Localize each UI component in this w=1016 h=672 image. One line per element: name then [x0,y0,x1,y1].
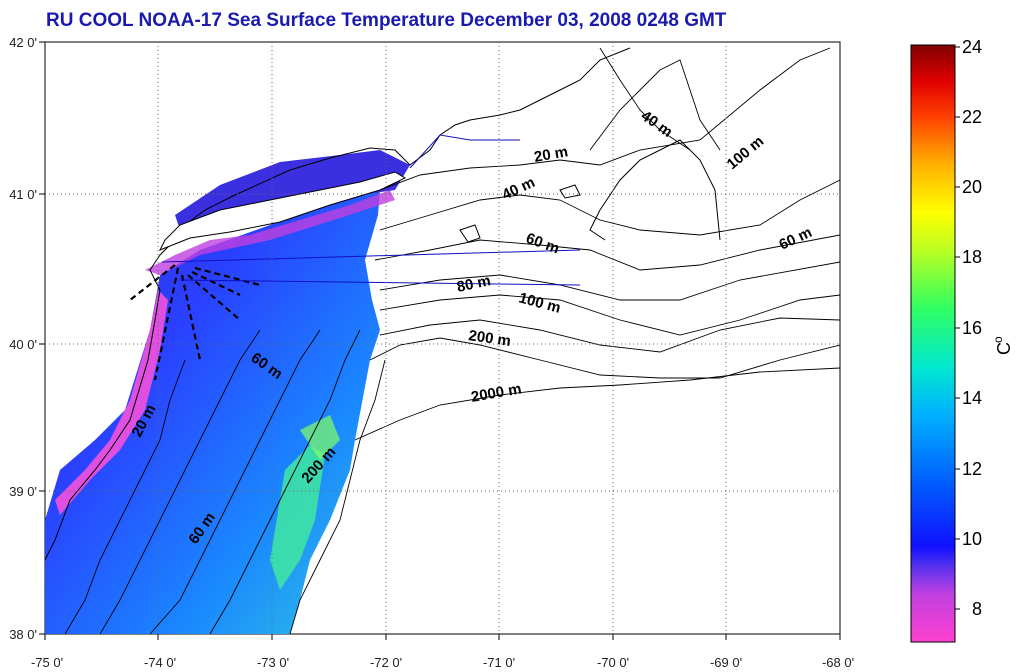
colorbar [910,44,956,643]
colorbar-ticks [955,46,960,610]
colorbar-tick-label: 20 [962,177,982,197]
lat-tick-label: 42 0' [9,35,37,50]
map-grid [45,42,840,634]
sst-warm-patch [270,445,325,590]
lon-tick-label: -75 0' [31,655,63,670]
sst-warm-patch [300,415,340,460]
long-island-outline [158,171,407,251]
colorbar-unit-text: C [994,342,1014,355]
map-tick-marks [39,41,841,640]
colorbar-tick-label: 12 [962,459,982,479]
colorbar-tick-label: 24 [962,37,982,57]
coastline [45,47,631,561]
lat-tick-label: 41 0' [9,187,37,202]
lon-tick-label: -73 0' [257,655,289,670]
map-title: RU COOL NOAA-17 Sea Surface Temperature … [46,10,727,31]
lat-tick-label: 40 0' [9,337,37,352]
colorbar-tick-label: 18 [962,247,982,267]
lon-tick-label: -74 0' [144,655,176,670]
contour-label: 20 m [533,143,570,166]
lat-tick-label: 38 0' [9,627,37,642]
colorbar-unit-label: C o [991,336,1014,355]
colorbar-tick-label: 14 [962,388,982,408]
lon-tick-label: -70 0' [597,655,629,670]
colorbar-tick-label: 10 [962,529,982,549]
lon-tick-label: -68 0' [822,655,854,670]
sst-nearshore-band [145,190,395,275]
colorbar-tick-label: 22 [962,107,982,127]
colorbar-tick-label: 16 [962,318,982,338]
islands-outline [459,184,581,243]
lat-tick-label: 39 0' [9,484,37,499]
lon-tick-label: -72 0' [370,655,402,670]
lon-tick-label: -69 0' [710,655,742,670]
shipping-lanes [129,264,261,381]
colorbar-unit-superscript: o [991,336,1005,343]
bathymetry-contours [64,47,840,634]
lon-tick-label: -71 0' [483,655,515,670]
contour-label: 200 m [467,327,511,350]
colorbar-tick-label: 8 [972,599,982,619]
contour-label: 80 m [455,272,492,296]
transect-lines [161,134,581,286]
